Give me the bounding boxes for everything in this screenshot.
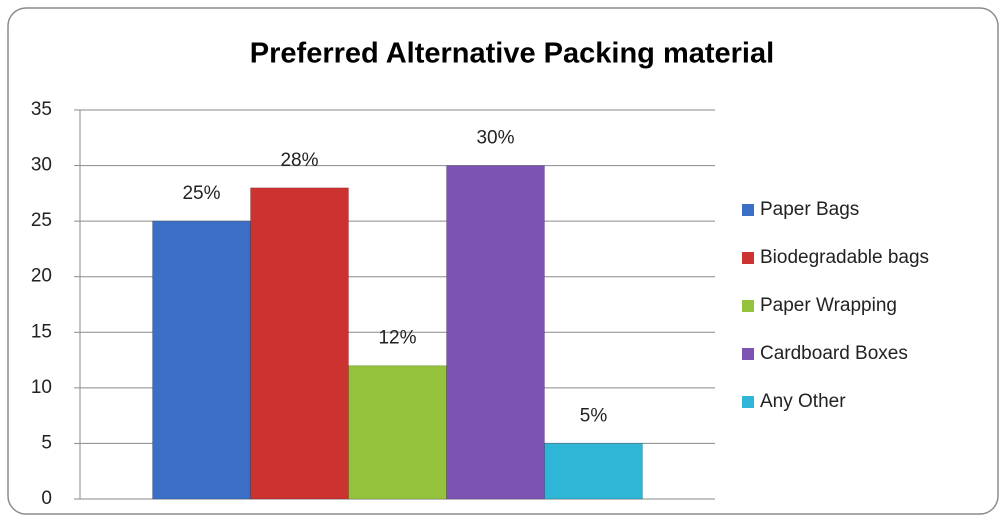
legend-swatch: [742, 204, 754, 216]
y-tick-label: 25: [31, 210, 52, 231]
data-label: 25%: [182, 183, 220, 204]
y-tick-label: 0: [41, 488, 52, 509]
legend-swatch: [742, 396, 754, 408]
bar: [544, 442, 643, 500]
y-tick-label: 30: [31, 155, 52, 176]
legend-swatch: [742, 348, 754, 360]
legend-label: Paper Bags: [760, 199, 859, 220]
chart-title: Preferred Alternative Packing material: [250, 38, 774, 70]
data-label: 30%: [476, 128, 514, 149]
bar: [250, 187, 349, 500]
data-label: 12%: [378, 328, 416, 349]
y-tick-label: 20: [31, 266, 52, 287]
data-label: 5%: [580, 405, 608, 426]
legend-swatch: [742, 300, 754, 312]
data-label: 28%: [280, 150, 318, 171]
legend-label: Any Other: [760, 391, 846, 412]
legend-label: Cardboard Boxes: [760, 343, 908, 364]
y-tick-label: 15: [31, 321, 52, 342]
legend-label: Biodegradable bags: [760, 247, 929, 268]
y-tick-label: 5: [41, 432, 52, 453]
bar: [348, 365, 447, 500]
y-tick-label: 35: [31, 99, 52, 120]
bar: [446, 165, 545, 500]
y-tick-label: 10: [31, 377, 52, 398]
legend-swatch: [742, 252, 754, 264]
bar: [152, 220, 251, 500]
legend-label: Paper Wrapping: [760, 295, 897, 316]
